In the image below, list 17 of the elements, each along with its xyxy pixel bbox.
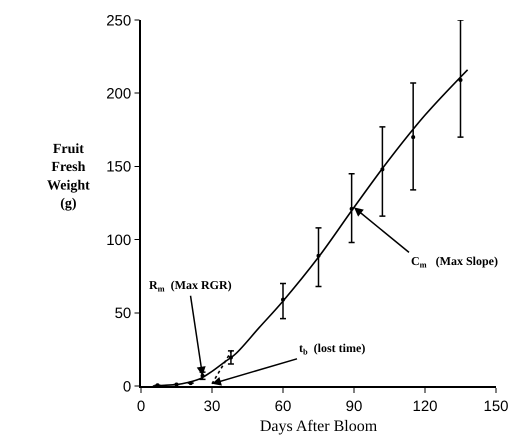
y-tick-label: 0 bbox=[122, 378, 132, 396]
x-tick-label: 90 bbox=[346, 398, 362, 415]
x-tick-label: 150 bbox=[483, 398, 509, 415]
x-axis-title: Days After Bloom bbox=[260, 418, 378, 435]
x-tick-label: 0 bbox=[136, 398, 146, 415]
y-tick-label: 150 bbox=[106, 158, 132, 176]
y-tick-label: 100 bbox=[106, 232, 132, 249]
x-tick-label: 120 bbox=[412, 398, 438, 415]
y-tick-label: 200 bbox=[106, 85, 132, 102]
annotation: R$_{m}$ (Max RGR) bbox=[149, 278, 232, 294]
y-tick-label: 50 bbox=[114, 305, 132, 322]
x-tick-label: 30 bbox=[204, 398, 220, 415]
y-axis-title: Fruit Fresh Weight (g) bbox=[47, 142, 90, 212]
y-tick-label: 250 bbox=[106, 12, 132, 30]
annotation: C$_{m}$ (Max Slope) bbox=[411, 254, 498, 270]
annotation: t$_{b}$ (lost time) bbox=[299, 341, 366, 357]
x-tick-label: 60 bbox=[274, 398, 292, 415]
